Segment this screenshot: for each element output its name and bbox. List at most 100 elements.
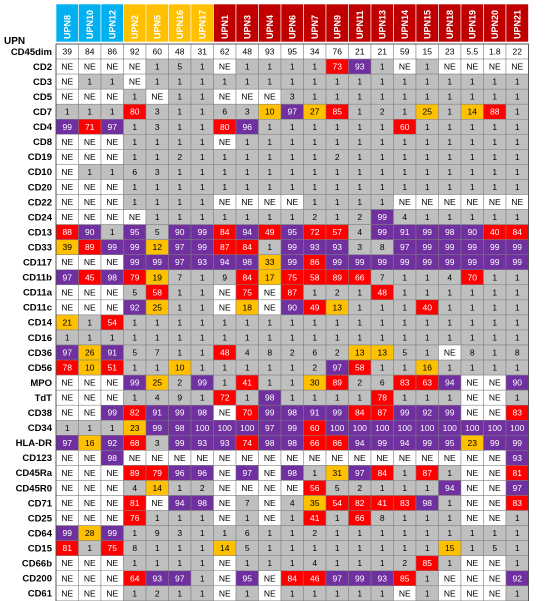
cell-value: NE [466,558,478,568]
cell-value: 1 [290,558,295,568]
cell-value: 1 [177,197,182,207]
cell-value: 2 [177,152,182,162]
cell-value: 1 [492,272,497,282]
cell-value: 4 [245,348,250,358]
cell-value: 1 [335,332,340,342]
row-label: CD20 [28,182,52,193]
cell-value: 1 [312,197,317,207]
cell-value: 87 [378,408,388,418]
cell-value: 1 [177,212,182,222]
cell-value: 4 [155,393,160,403]
column-header-label: UPN15 [422,10,432,39]
cell-value: 100 [353,423,367,433]
cell-value: 78 [378,393,388,403]
cell-value: 1 [335,197,340,207]
cell-value: 1 [245,152,250,162]
cell-value: 85 [400,573,410,583]
cell-value: 1 [470,182,475,192]
cell-value: NE [174,453,186,463]
cell-value: 10 [85,363,95,373]
cell-value: NE [489,483,501,493]
cell-value: NE [106,287,118,297]
cell-value: 100 [218,423,232,433]
cell-value: NE [241,197,253,207]
cell-value: NE [61,197,73,207]
cell-value: 1 [200,573,205,583]
cell-value: 90 [175,227,185,237]
cell-value: 1 [515,317,520,327]
row-label: CD24 [28,212,53,223]
cell-value: 1 [290,152,295,162]
cell-value: NE [84,573,96,583]
cell-value: 1 [515,107,520,117]
column-header-label: UPN11 [355,10,365,39]
cell-value: NE [106,498,118,508]
cell-value: 93 [198,438,208,448]
cell-value: 91 [400,227,410,237]
cell-value: 1 [177,107,182,117]
cell-value: NE [84,92,96,102]
cell-value: 58 [153,287,163,297]
row-label: CD4 [33,122,53,133]
cell-value: 100 [420,423,434,433]
cell-value: 1 [290,588,295,598]
cell-value: 1 [312,543,317,553]
cell-value: 28 [85,528,95,538]
cell-value: 100 [375,423,389,433]
cell-value: 1 [470,122,475,132]
cell-value: 1 [447,167,452,177]
row-label: CD11b [22,273,52,284]
cell-value: 1 [155,332,160,342]
cell-value: 57 [333,227,343,237]
cell-value: 97 [333,363,343,373]
cell-value: 1 [200,287,205,297]
cell-value: NE [444,573,456,583]
cell-value: 1 [402,332,407,342]
cell-value: 94 [243,227,253,237]
cell-value: 89 [130,468,140,478]
cell-value: NE [84,588,96,598]
cell-value: 99 [445,242,455,252]
cell-value: 1 [87,332,92,342]
cell-value: 1 [65,107,70,117]
cell-value: 1 [290,62,295,72]
cell-value: 1 [492,77,497,87]
cell-value: NE [264,513,276,523]
cell-value: 5 [132,348,137,358]
cell-value: 1 [470,302,475,312]
cell-value: NE [84,62,96,72]
cell-value: 95 [288,227,298,237]
cell-value: NE [219,92,231,102]
cell-value: 81 [130,498,140,508]
cell-value: 60 [400,122,410,132]
cell-value: 1 [200,197,205,207]
cell-value: 99 [63,122,73,132]
cell-value: 1 [267,363,272,373]
cell-value: 99 [445,408,455,418]
row-label: CD61 [28,589,53,600]
row-label: CD123 [22,453,52,464]
cell-value: 1 [155,182,160,192]
cell-value: 1 [132,528,137,538]
cell-value: 85 [423,558,433,568]
cell-value: 1 [177,348,182,358]
cell-value: 81 [513,468,523,478]
cell-value: 1 [132,317,137,327]
cell-value: 6 [222,107,227,117]
cell-value: NE [61,498,73,508]
cell-value: NE [219,137,231,147]
row-label: CD38 [28,408,52,419]
cell-value: NE [84,483,96,493]
column-header-bg [505,3,529,43]
cell-value: 1 [267,62,272,72]
cell-value: 1 [155,513,160,523]
cell-value: 8 [380,513,385,523]
cell-value: 96 [198,468,208,478]
row-label: CD14 [28,318,53,329]
cell-value: NE [106,137,118,147]
cell-value: 10 [175,363,185,373]
cell-value: 1 [267,137,272,147]
cell-value: 1 [447,558,452,568]
cell-value: 1 [267,182,272,192]
cell-value: 93 [310,242,320,252]
